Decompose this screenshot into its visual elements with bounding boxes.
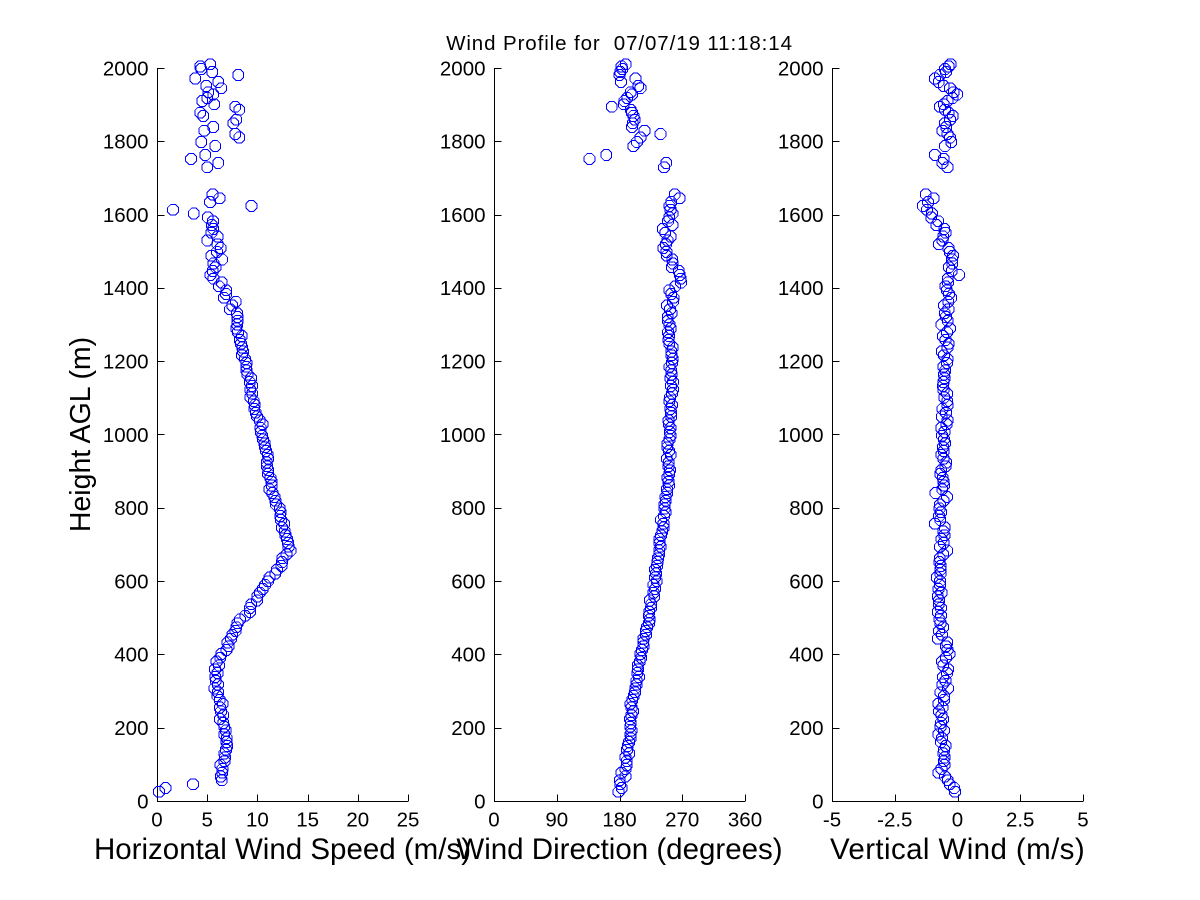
svg-text:0: 0 bbox=[488, 809, 499, 832]
svg-text:270: 270 bbox=[665, 809, 699, 832]
svg-text:0: 0 bbox=[474, 790, 485, 813]
svg-text:1600: 1600 bbox=[778, 204, 824, 227]
svg-text:1200: 1200 bbox=[778, 351, 824, 374]
svg-text:Wind Direction (degrees): Wind Direction (degrees) bbox=[456, 833, 782, 866]
svg-text:90: 90 bbox=[545, 809, 568, 832]
svg-text:Height AGL (m): Height AGL (m) bbox=[65, 337, 97, 532]
svg-text:0: 0 bbox=[151, 809, 162, 832]
svg-text:800: 800 bbox=[451, 497, 485, 520]
svg-text:20: 20 bbox=[346, 809, 369, 832]
svg-text:Horizontal Wind Speed (m/s): Horizontal Wind Speed (m/s) bbox=[94, 833, 471, 866]
svg-text:0: 0 bbox=[812, 790, 823, 813]
svg-text:5: 5 bbox=[201, 809, 212, 832]
svg-text:200: 200 bbox=[789, 717, 823, 740]
svg-text:400: 400 bbox=[789, 644, 823, 667]
svg-text:200: 200 bbox=[114, 717, 148, 740]
svg-text:200: 200 bbox=[451, 717, 485, 740]
svg-text:-5: -5 bbox=[823, 809, 841, 832]
svg-text:1600: 1600 bbox=[440, 204, 486, 227]
svg-text:Vertical Wind (m/s): Vertical Wind (m/s) bbox=[830, 833, 1085, 866]
svg-text:1200: 1200 bbox=[103, 351, 149, 374]
svg-text:1000: 1000 bbox=[103, 424, 149, 447]
svg-text:2000: 2000 bbox=[440, 57, 486, 80]
svg-text:360: 360 bbox=[728, 809, 762, 832]
svg-text:0: 0 bbox=[137, 790, 148, 813]
svg-text:2000: 2000 bbox=[778, 57, 824, 80]
svg-text:2000: 2000 bbox=[103, 57, 149, 80]
svg-text:1400: 1400 bbox=[103, 277, 149, 300]
svg-text:1200: 1200 bbox=[440, 351, 486, 374]
svg-text:15: 15 bbox=[296, 809, 319, 832]
svg-text:10: 10 bbox=[246, 809, 269, 832]
svg-text:2.5: 2.5 bbox=[1006, 809, 1035, 832]
svg-text:-2.5: -2.5 bbox=[877, 809, 912, 832]
svg-text:800: 800 bbox=[789, 497, 823, 520]
svg-text:180: 180 bbox=[602, 809, 636, 832]
svg-text:1000: 1000 bbox=[778, 424, 824, 447]
svg-text:600: 600 bbox=[789, 570, 823, 593]
svg-text:1800: 1800 bbox=[440, 131, 486, 154]
svg-text:1000: 1000 bbox=[440, 424, 486, 447]
svg-text:1800: 1800 bbox=[778, 131, 824, 154]
svg-text:400: 400 bbox=[451, 644, 485, 667]
svg-text:1600: 1600 bbox=[103, 204, 149, 227]
svg-text:600: 600 bbox=[114, 570, 148, 593]
svg-text:1800: 1800 bbox=[103, 131, 149, 154]
svg-text:400: 400 bbox=[114, 644, 148, 667]
svg-text:25: 25 bbox=[397, 809, 420, 832]
svg-text:1400: 1400 bbox=[778, 277, 824, 300]
svg-text:600: 600 bbox=[451, 570, 485, 593]
svg-text:1400: 1400 bbox=[440, 277, 486, 300]
svg-text:Wind Profile for 07/07/19 11:: Wind Profile for 07/07/19 11:18:14 bbox=[446, 32, 793, 55]
svg-text:5: 5 bbox=[1077, 809, 1088, 832]
svg-text:800: 800 bbox=[114, 497, 148, 520]
svg-text:0: 0 bbox=[952, 809, 963, 832]
